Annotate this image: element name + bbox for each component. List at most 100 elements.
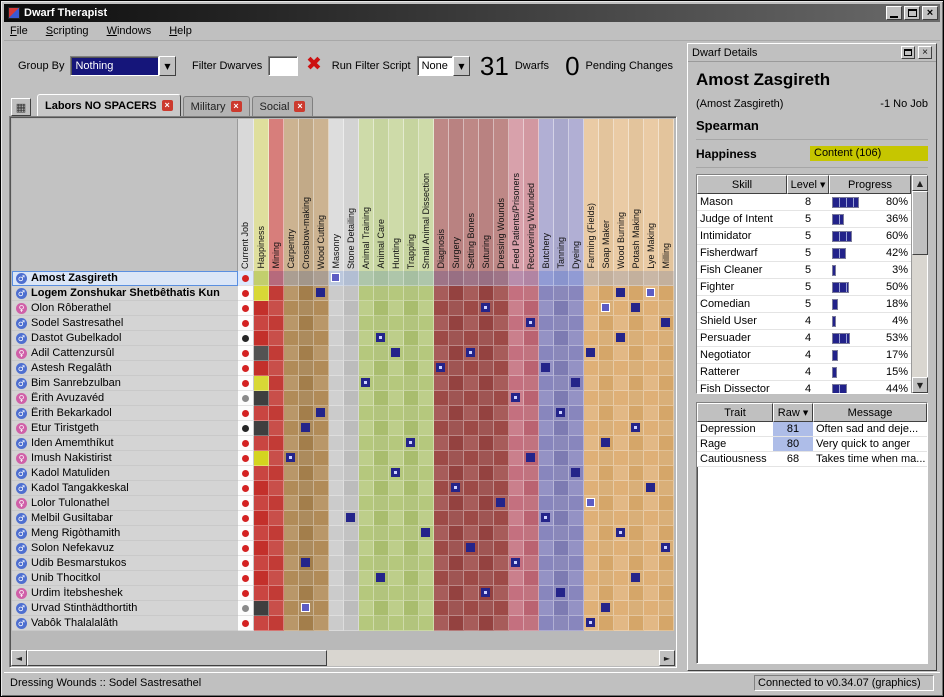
labor-cell[interactable] [449, 541, 464, 556]
labor-cell[interactable] [659, 271, 674, 286]
labor-cell[interactable] [329, 466, 344, 481]
labor-cell[interactable] [554, 511, 569, 526]
labor-cell[interactable] [464, 406, 479, 421]
labor-cell[interactable] [509, 601, 524, 616]
labor-cell[interactable] [509, 301, 524, 316]
labor-cell[interactable] [434, 271, 449, 286]
labor-cell[interactable] [434, 556, 449, 571]
labor-cell[interactable] [389, 556, 404, 571]
labor-cell[interactable] [524, 421, 539, 436]
labor-cell[interactable] [389, 541, 404, 556]
labor-cell[interactable] [509, 376, 524, 391]
labor-cell[interactable] [434, 496, 449, 511]
labor-cell[interactable] [584, 451, 599, 466]
labor-cell[interactable] [449, 331, 464, 346]
labor-cell[interactable] [329, 556, 344, 571]
labor-cell[interactable] [479, 361, 494, 376]
labor-cell[interactable] [314, 601, 329, 616]
labor-cell[interactable] [404, 541, 419, 556]
labor-cell[interactable] [569, 391, 584, 406]
labor-cell[interactable] [449, 361, 464, 376]
labor-cell[interactable] [509, 511, 524, 526]
dwarf-row[interactable]: ♂ Kadol Matuliden [12, 466, 238, 481]
labor-row[interactable] [238, 286, 674, 301]
labor-cell[interactable] [284, 286, 299, 301]
labor-cell[interactable] [644, 481, 659, 496]
labor-cell[interactable] [374, 586, 389, 601]
labor-cell[interactable] [509, 406, 524, 421]
dwarf-row[interactable]: ♀ Lolor Tulonathel [12, 496, 238, 511]
labor-cell[interactable] [614, 586, 629, 601]
labor-cell[interactable] [524, 391, 539, 406]
labor-cell[interactable] [494, 511, 509, 526]
labor-cell[interactable] [359, 511, 374, 526]
column-header[interactable]: Suturing [479, 119, 494, 271]
labor-cell[interactable] [389, 331, 404, 346]
labor-cell[interactable] [419, 541, 434, 556]
labor-row[interactable] [238, 451, 674, 466]
labor-cell[interactable] [569, 331, 584, 346]
labor-cell[interactable] [494, 316, 509, 331]
dwarf-row[interactable]: ♂ Udib Besmarstukos [12, 556, 238, 571]
labor-cell[interactable] [584, 436, 599, 451]
labor-cell[interactable] [494, 376, 509, 391]
labor-cell[interactable] [599, 406, 614, 421]
labor-cell[interactable] [329, 451, 344, 466]
labor-cell[interactable] [329, 376, 344, 391]
labor-cell[interactable] [494, 556, 509, 571]
labor-cell[interactable] [464, 301, 479, 316]
labor-cell[interactable] [644, 271, 659, 286]
labor-cell[interactable] [434, 346, 449, 361]
labor-cell[interactable] [524, 496, 539, 511]
labor-cell[interactable] [494, 301, 509, 316]
labor-cell[interactable] [359, 436, 374, 451]
labor-cell[interactable] [599, 541, 614, 556]
labor-cell[interactable] [389, 466, 404, 481]
labor-cell[interactable] [644, 556, 659, 571]
labor-cell[interactable] [494, 526, 509, 541]
dwarf-row[interactable]: ♂ Sodel Sastresathel [12, 316, 238, 331]
labor-cell[interactable] [614, 406, 629, 421]
labor-cell[interactable] [374, 556, 389, 571]
dwarf-row[interactable]: ♀ Imush Nakistirist [12, 451, 238, 466]
labor-cell[interactable] [524, 301, 539, 316]
labor-cell[interactable] [464, 391, 479, 406]
labor-cell[interactable] [539, 586, 554, 601]
labor-cell[interactable] [479, 421, 494, 436]
trait-column-header[interactable]: Trait [697, 403, 773, 422]
labor-cell[interactable] [329, 301, 344, 316]
labor-cell[interactable] [614, 436, 629, 451]
labor-cell[interactable] [359, 616, 374, 631]
labor-cell[interactable] [509, 286, 524, 301]
labor-cell[interactable] [614, 481, 629, 496]
labor-cell[interactable] [359, 331, 374, 346]
labor-cell[interactable] [269, 526, 284, 541]
labor-cell[interactable] [449, 481, 464, 496]
labor-cell[interactable] [614, 316, 629, 331]
dwarf-row[interactable]: ♀ Êrith Avuzavéd [12, 391, 238, 406]
menu-file[interactable]: File [10, 25, 28, 37]
labor-cell[interactable] [404, 346, 419, 361]
labor-cell[interactable] [494, 271, 509, 286]
labor-cell[interactable] [509, 571, 524, 586]
labor-cell[interactable] [569, 481, 584, 496]
labor-cell[interactable] [569, 421, 584, 436]
filter-input[interactable] [268, 56, 299, 76]
column-header[interactable]: Animal Care [374, 119, 389, 271]
labor-cell[interactable] [314, 271, 329, 286]
labor-cell[interactable] [299, 466, 314, 481]
labor-cell[interactable] [614, 616, 629, 631]
labor-cell[interactable] [389, 421, 404, 436]
labor-cell[interactable] [419, 511, 434, 526]
dwarf-row[interactable]: ♂ Meng Rigòthamith [12, 526, 238, 541]
labor-row[interactable] [238, 481, 674, 496]
labor-cell[interactable] [374, 496, 389, 511]
labor-cell[interactable] [494, 346, 509, 361]
labor-cell[interactable] [659, 511, 674, 526]
labor-cell[interactable] [299, 481, 314, 496]
column-header[interactable]: Stone Detailing [344, 119, 359, 271]
labor-cell[interactable] [389, 316, 404, 331]
labor-cell[interactable] [584, 541, 599, 556]
labor-cell[interactable] [539, 271, 554, 286]
labor-cell[interactable] [554, 541, 569, 556]
